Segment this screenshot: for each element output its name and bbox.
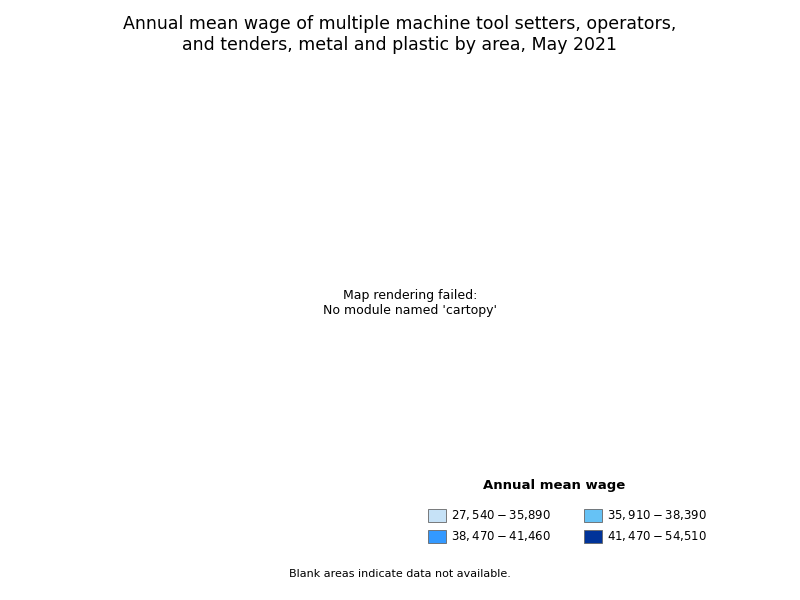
Text: Blank areas indicate data not available.: Blank areas indicate data not available. [289,569,511,579]
Text: Annual mean wage of multiple machine tool setters, operators,
and tenders, metal: Annual mean wage of multiple machine too… [123,15,677,54]
Text: $35,910 - $38,390: $35,910 - $38,390 [607,508,707,523]
Text: $41,470 - $54,510: $41,470 - $54,510 [607,529,707,544]
Text: Map rendering failed:
No module named 'cartopy': Map rendering failed: No module named 'c… [323,289,497,317]
Text: Annual mean wage: Annual mean wage [483,479,625,492]
Text: $27,540 - $35,890: $27,540 - $35,890 [451,508,551,523]
Text: $38,470 - $41,460: $38,470 - $41,460 [451,529,551,544]
